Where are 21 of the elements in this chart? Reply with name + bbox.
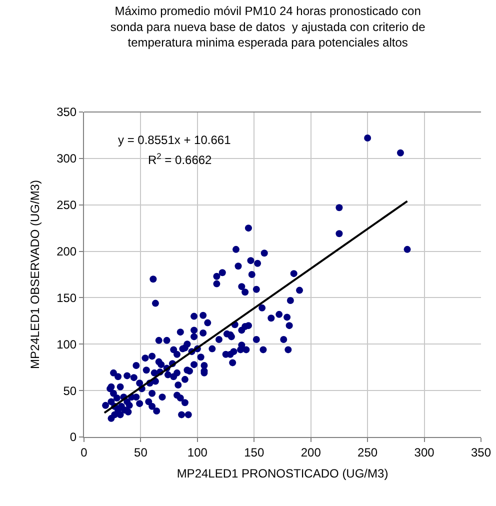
x-tick-label: 350 bbox=[470, 445, 492, 460]
x-tick-label: 200 bbox=[300, 445, 322, 460]
x-axis-title: MP24LED1 PRONOSTICADO (UG/M3) bbox=[176, 466, 388, 480]
y-tick-label: 50 bbox=[63, 384, 77, 398]
y-tick-label: 250 bbox=[56, 198, 77, 212]
x-tick-label: 50 bbox=[134, 445, 148, 460]
annotation: y = 0.8551x + 10.661 bbox=[118, 133, 232, 147]
y-tick-label: 350 bbox=[56, 105, 77, 120]
y-tick-label: 150 bbox=[56, 290, 77, 305]
x-tick-label: 0 bbox=[80, 445, 88, 460]
y-axis-title: MP24LED1 OBSERVADO (UG/M3) bbox=[28, 180, 42, 369]
x-tick-label: 300 bbox=[414, 445, 435, 460]
y-tick-label: 300 bbox=[56, 152, 77, 166]
x-tick-label: 100 bbox=[187, 445, 208, 460]
x-tick-label: 250 bbox=[358, 445, 378, 460]
y-tick-label: 0 bbox=[70, 430, 77, 444]
y-tick-label: 100 bbox=[56, 337, 77, 352]
annotation: R$^{2}$ = 0.6662 bbox=[148, 151, 212, 168]
x-tick-label: 150 bbox=[244, 445, 264, 460]
y-tick-label: 200 bbox=[56, 244, 77, 258]
chart-title: Máximo promedio móvil PM10 24 horas pronosticado con sonda para nueva base de datos y ajustada con criterio de temperatura minima esperada para potenciales altos bbox=[110, 4, 426, 50]
